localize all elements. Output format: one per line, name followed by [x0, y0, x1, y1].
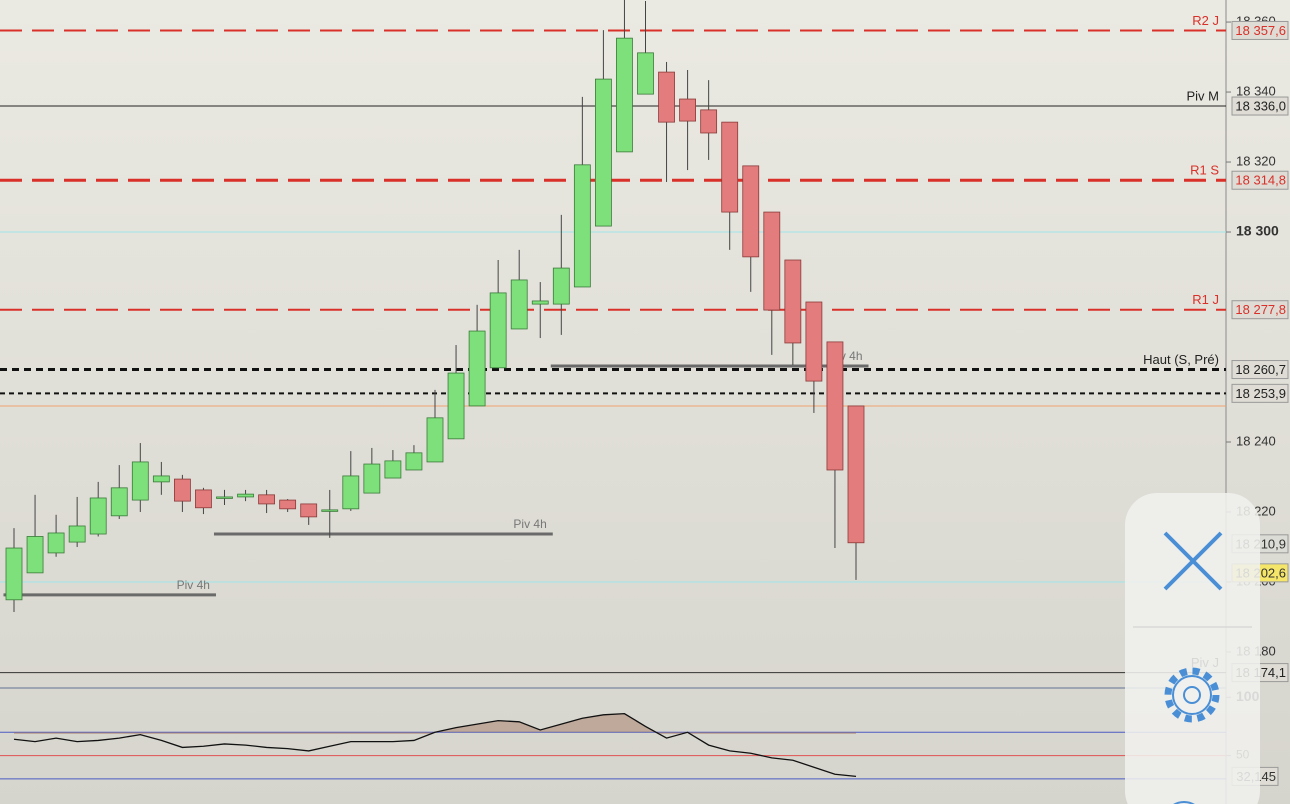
- candle-body: [721, 121, 739, 213]
- candle-body: [342, 475, 360, 510]
- price-tag-label: 18 253,9: [1235, 386, 1286, 401]
- overbought-area: [14, 713, 856, 734]
- candle-body: [552, 267, 570, 305]
- candle-body: [510, 279, 528, 330]
- price-tag-label: 18 277,8: [1235, 302, 1286, 317]
- candle-body: [489, 292, 507, 369]
- candle-body: [637, 52, 654, 95]
- price-tag: [1231, 383, 1289, 403]
- level-name: R2 J: [1192, 13, 1219, 28]
- candle-body: [89, 497, 107, 535]
- y-tick-label: 18 320: [1236, 153, 1276, 168]
- pivot-label: Piv 4h: [513, 517, 546, 531]
- candle-body: [173, 478, 191, 502]
- candle-body: [47, 532, 65, 554]
- candle-body: [784, 259, 802, 344]
- settings-icon[interactable]: [1183, 686, 1201, 704]
- candle-body: [595, 78, 612, 227]
- candle-body: [847, 405, 865, 544]
- y-tick-label: 18 340: [1236, 83, 1276, 98]
- candle-body: [616, 37, 633, 153]
- candle-body: [321, 509, 339, 512]
- y-tick-label: 18 240: [1236, 433, 1276, 448]
- candle-body: [363, 463, 381, 494]
- candle-body: [68, 525, 86, 543]
- candle-body: [468, 330, 486, 407]
- candle-body: [700, 109, 718, 134]
- price-tag-label: 18 357,6: [1235, 23, 1286, 38]
- price-tag-label: 18 314,8: [1235, 173, 1286, 188]
- candle-body: [805, 301, 823, 382]
- candle-body: [131, 461, 149, 501]
- candle-body: [110, 487, 128, 517]
- candle-body: [300, 503, 318, 518]
- candle-body: [658, 71, 675, 123]
- candle-body: [763, 211, 781, 311]
- candle-body: [405, 452, 423, 471]
- candle-body: [279, 499, 297, 510]
- price-tag: [1231, 360, 1289, 380]
- candle-body: [742, 165, 760, 258]
- price-tag: [1231, 96, 1289, 116]
- side-panel[interactable]: [1125, 493, 1260, 804]
- candle-body: [258, 494, 276, 505]
- price-tag-label: 18 260,7: [1235, 362, 1286, 377]
- panel-bg: [1125, 493, 1260, 804]
- price-tag: [1231, 170, 1289, 190]
- level-name: Piv M: [1187, 88, 1220, 103]
- level-name: Haut (S, Pré): [1143, 352, 1219, 367]
- candle-body: [384, 460, 402, 479]
- indicator-line: [13, 712, 857, 778]
- candle-body: [216, 496, 233, 499]
- price-tag: [1231, 300, 1289, 320]
- candle-body: [195, 489, 212, 509]
- level-name: R1 S: [1190, 163, 1219, 178]
- settings-icon[interactable]: [1172, 675, 1212, 715]
- pivot-label: Piv 4h: [177, 578, 210, 592]
- candle-body: [237, 493, 254, 498]
- settings-icon[interactable]: [1164, 667, 1220, 723]
- candle-body: [26, 536, 44, 574]
- icon[interactable]: [1164, 801, 1204, 804]
- candle-body: [826, 341, 844, 471]
- price-tag-label: 18 336,0: [1235, 98, 1286, 113]
- candle-body: [152, 475, 170, 483]
- y-tick-label: 18 300: [1236, 223, 1279, 239]
- candle-body: [447, 372, 465, 440]
- price-tag: [1231, 20, 1289, 40]
- level-name: R1 J: [1192, 292, 1219, 307]
- candle-body: [679, 98, 696, 122]
- candle-body: [573, 164, 591, 288]
- close-icon[interactable]: [1163, 531, 1223, 591]
- candle-body: [426, 417, 444, 463]
- candle-body: [531, 300, 549, 305]
- candle-body: [5, 547, 23, 601]
